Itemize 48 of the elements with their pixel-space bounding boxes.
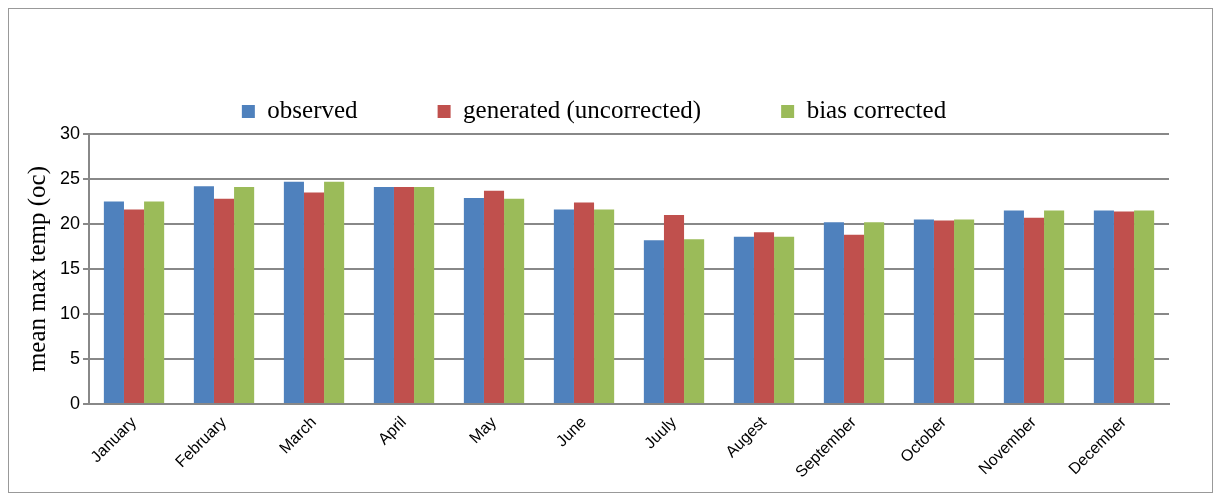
bar (733, 236, 754, 404)
bar (753, 232, 775, 404)
y-tick-label: 20 (59, 213, 81, 233)
y-axis-title: mean max temp (oc) (22, 165, 51, 373)
bar (1134, 210, 1155, 404)
bar (393, 187, 415, 404)
legend-label: bias corrected (806, 96, 947, 124)
bar (643, 240, 664, 404)
bar (594, 209, 615, 404)
bar (324, 181, 345, 404)
bar (463, 197, 484, 404)
bar (414, 187, 435, 404)
x-tick-label: May (465, 413, 500, 447)
bar (1113, 211, 1135, 404)
bar (1003, 210, 1024, 404)
y-tick-label: 10 (59, 303, 81, 324)
legend-label: generated (uncorrected) (463, 96, 702, 125)
bar (933, 220, 955, 404)
bar (1093, 210, 1114, 404)
bar (213, 198, 235, 404)
bar (684, 239, 705, 404)
bar (913, 219, 934, 404)
bar (1023, 217, 1045, 404)
y-tick-label: 5 (70, 348, 81, 369)
bar (954, 219, 975, 404)
bar (774, 236, 795, 404)
bar (573, 202, 595, 404)
bar (234, 187, 255, 404)
bar (553, 209, 574, 404)
bar (123, 209, 145, 404)
bar (103, 201, 124, 404)
bar (843, 234, 865, 404)
y-tick-label: 30 (59, 122, 81, 143)
bar (373, 187, 394, 404)
bar (283, 181, 304, 404)
legend-label: observed (267, 96, 359, 124)
bar (823, 222, 844, 404)
bar (663, 215, 685, 404)
bar (144, 201, 165, 404)
y-tick-label: 15 (59, 258, 81, 279)
bar (483, 190, 505, 404)
bar (1044, 210, 1065, 404)
y-tick-label: 0 (70, 393, 81, 414)
bar (504, 198, 525, 404)
bar (193, 186, 214, 404)
bar (864, 222, 885, 404)
bar (303, 192, 325, 404)
y-tick-label: 25 (59, 167, 81, 188)
